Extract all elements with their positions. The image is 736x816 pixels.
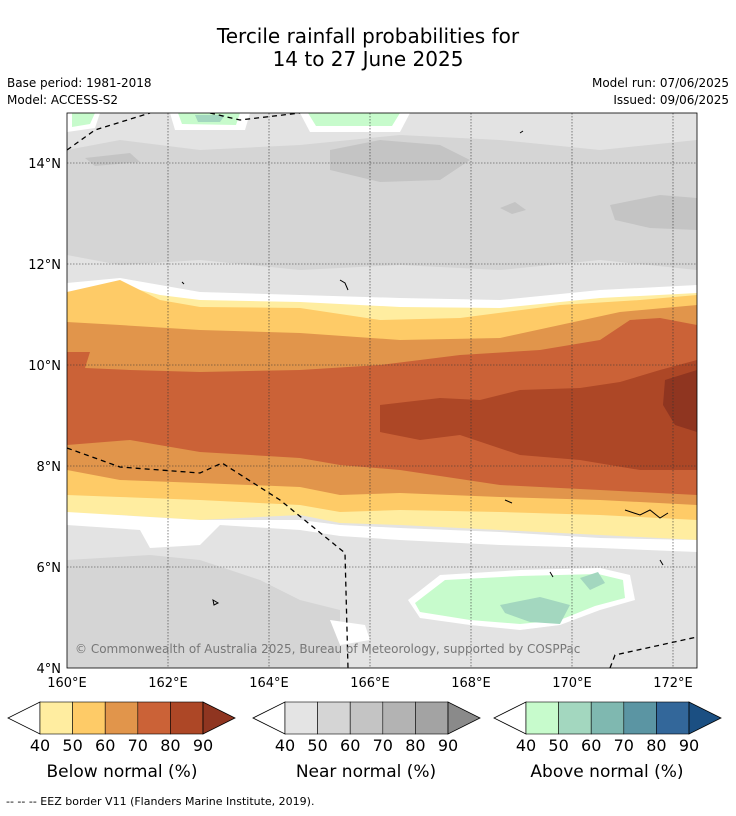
colorbar-tick-label: 70 (373, 736, 393, 755)
lat-tick: 8°N (37, 460, 62, 475)
lon-tick: 166°E (350, 676, 390, 691)
colorbar-tick-label: 60 (95, 736, 115, 755)
colorbar-segment (284, 701, 318, 735)
above-normal-40-patch (72, 113, 95, 127)
colorbar-tick-label: 60 (340, 736, 360, 755)
eez-footnote: -- -- -- EEZ border V11 (Flanders Marine… (6, 795, 315, 808)
below-normal-80-area (380, 360, 697, 470)
title-line-2: 14 to 27 June 2025 (272, 47, 464, 71)
eez-border (67, 113, 697, 668)
colorbar-segment (72, 701, 106, 735)
lon-tick: 162°E (148, 676, 188, 691)
colorbar-tick-label: 80 (160, 736, 180, 755)
colorbar-segment (525, 701, 559, 735)
colorbar-segment (317, 701, 351, 735)
colorbar-segment (558, 701, 592, 735)
lon-tick: 168°E (451, 676, 491, 691)
colorbar-above-title: Above normal (%) (530, 762, 683, 782)
colorbar-under-triangle (7, 701, 41, 735)
colorbar-over-triangle (202, 701, 236, 735)
lat-tick: 12°N (28, 258, 61, 273)
near-normal-60-patch-2 (610, 195, 697, 230)
longitude-axis: 160°E 162°E 164°E 166°E 168°E 170°E 172°… (47, 676, 693, 691)
colorbar-near-normal: 40 50 60 70 80 90 (252, 701, 481, 755)
colorbar-tick-label: 40 (275, 736, 295, 755)
colorbar-tick-label: 50 (307, 736, 327, 755)
model-name: Model: ACCESS-S2 (7, 93, 119, 107)
near-normal-50-area-2 (67, 555, 340, 668)
below-normal-90-patch (663, 370, 697, 432)
colorbar-tick-label: 40 (30, 736, 50, 755)
colorbar-segment (590, 701, 625, 735)
lon-tick: 172°E (653, 676, 693, 691)
colorbar-segment (656, 701, 690, 735)
colorbar-over-triangle (447, 701, 481, 735)
lat-tick: 10°N (28, 359, 61, 374)
above-normal-40-patch-2 (415, 574, 625, 624)
colorbar-below-normal: 40 50 60 70 80 90 (7, 701, 236, 755)
colorbar-tick-label: 80 (646, 736, 666, 755)
lon-tick: 160°E (47, 676, 87, 691)
colorbar-tick-label: 80 (405, 736, 425, 755)
colorbar-under-triangle (493, 701, 527, 735)
colorbar-segment (382, 701, 416, 735)
colorbar-segment (39, 701, 73, 735)
colorbar-near-title: Near normal (%) (296, 762, 436, 782)
near-normal-50-area (67, 135, 697, 270)
lat-tick: 4°N (37, 662, 62, 677)
lon-tick: 164°E (249, 676, 289, 691)
colorbar-segment (104, 701, 139, 735)
colorbar-tick-label: 50 (548, 736, 568, 755)
islands (181, 130, 669, 606)
probability-field (67, 113, 697, 668)
colorbar-tick-label: 90 (438, 736, 458, 755)
colorbar-tick-label: 70 (614, 736, 634, 755)
colorbar-tick-label: 70 (128, 736, 148, 755)
colorbar-tick-label: 60 (581, 736, 601, 755)
colorbar-segment (170, 701, 204, 735)
colorbar-above-normal: 40 50 60 70 80 90 (493, 701, 722, 755)
colorbar-segment (415, 701, 449, 735)
latitude-axis: 14°N 12°N 10°N 8°N 6°N 4°N (28, 157, 61, 677)
colorbar-under-triangle (252, 701, 286, 735)
colorbar-below-title: Below normal (%) (47, 762, 198, 782)
colorbar-tick-label: 90 (193, 736, 213, 755)
graticule (67, 113, 697, 668)
copyright-text: © Commonwealth of Australia 2025, Bureau… (75, 642, 580, 656)
lat-tick: 6°N (37, 561, 62, 576)
lon-tick: 170°E (552, 676, 592, 691)
colorbar-tick-label: 40 (516, 736, 536, 755)
colorbar-segment (623, 701, 657, 735)
base-period: Base period: 1981-2018 (7, 76, 152, 90)
colorbar-over-triangle (688, 701, 722, 735)
model-run: Model run: 07/06/2025 (591, 76, 729, 90)
issued-date: Issued: 09/06/2025 (613, 93, 729, 107)
colorbar-segment (349, 701, 384, 735)
lat-tick: 14°N (28, 157, 61, 172)
above-normal-50-patch (500, 597, 570, 624)
colorbar-tick-label: 90 (679, 736, 699, 755)
colorbar-segment (137, 701, 171, 735)
colorbar-tick-label: 50 (62, 736, 82, 755)
near-normal-60-patch (330, 140, 470, 182)
title-line-1: Tercile rainfall probabilities for (216, 24, 520, 48)
